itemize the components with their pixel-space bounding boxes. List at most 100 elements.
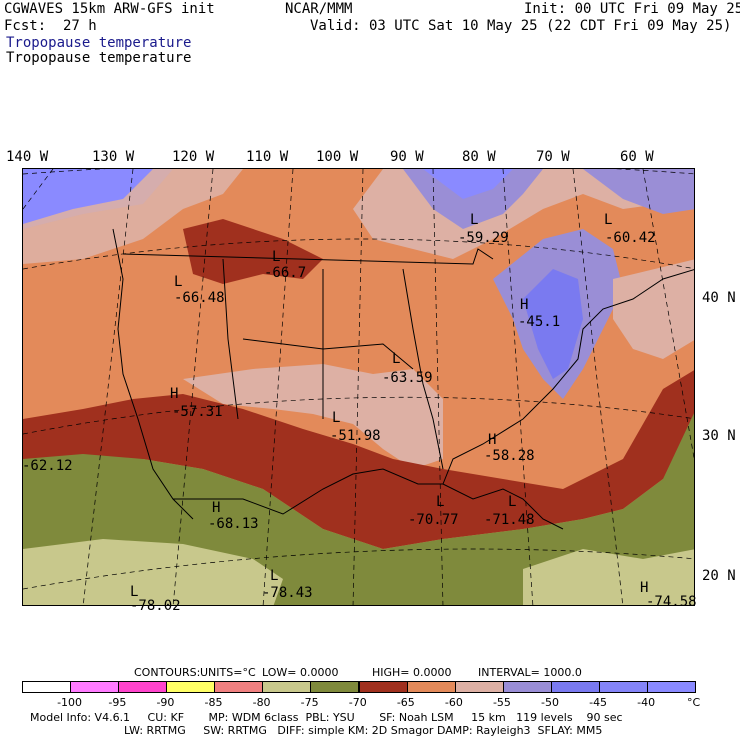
lon-label: 100 W <box>316 149 359 165</box>
model-info-line: Model Info: V4.6.1 CU: KF MP: WDM 6class… <box>30 711 623 724</box>
colorbar-tick-label: -80 <box>252 696 271 709</box>
colorbar-swatch <box>262 681 312 693</box>
colorbar-tick-label: -75 <box>300 696 319 709</box>
low-marker-letter: L <box>436 494 445 510</box>
forecast-hour: 27 h <box>63 18 97 34</box>
field-minus-50-north <box>403 169 543 229</box>
low-marker-value: -60.42 <box>605 230 656 246</box>
contours-high: HIGH= 0.0000 <box>372 666 452 679</box>
colorbar-swatch <box>550 681 600 693</box>
high-marker-value: -58.28 <box>484 448 535 464</box>
colorbar-swatch <box>646 681 696 693</box>
physics-info-line: LW: RRTMG SW: RRTMG DIFF: simple KM: 2D … <box>124 724 603 737</box>
high-marker-value: -68.13 <box>208 516 259 532</box>
field-minus-45-east <box>523 269 583 379</box>
contours-interval: INTERVAL= 1000.0 <box>478 666 582 679</box>
field-minus-75-sw <box>23 539 283 605</box>
low-marker-letter: L <box>272 249 281 265</box>
lat-label: 30 N <box>702 428 736 444</box>
lon-label: 60 W <box>620 149 654 165</box>
low-marker-letter: L <box>470 212 479 228</box>
colorbar-tick-label: -40 <box>637 696 656 709</box>
colorbar-tick-label: -45 <box>589 696 608 709</box>
low-marker-value: -71.48 <box>484 512 535 528</box>
colorbar-tick-label: -95 <box>108 696 127 709</box>
colorbar-unit: °C <box>687 696 701 709</box>
lat-label: 20 N <box>702 568 736 584</box>
colorbar-swatch <box>310 681 360 693</box>
colorbar-swatch <box>454 681 504 693</box>
low-marker-value: -51.98 <box>330 428 381 444</box>
low-marker-letter: L <box>174 274 183 290</box>
edge-value: -62.12 <box>22 458 73 474</box>
lat-label: 40 N <box>702 290 736 306</box>
lon-label: 80 W <box>462 149 496 165</box>
colorbar-swatch <box>22 681 72 693</box>
colorbar-tick-label: -60 <box>444 696 463 709</box>
high-marker-letter: H <box>170 386 179 402</box>
model-title: CGWAVES 15km ARW-GFS init <box>4 1 215 17</box>
colorbar-swatch <box>598 681 648 693</box>
org-label: NCAR/MMM <box>285 1 353 17</box>
map-field-svg <box>23 169 694 605</box>
lon-label: 140 W <box>6 149 49 165</box>
high-marker-value: -74.58 <box>646 594 697 610</box>
lon-label: 130 W <box>92 149 135 165</box>
field-title-secondary: Tropopause temperature <box>6 50 192 66</box>
high-marker-value: -57.31 <box>172 404 223 420</box>
colorbar-tick-label: -90 <box>156 696 175 709</box>
init-time: Init: 00 UTC Fri 09 May 25 <box>524 1 740 17</box>
low-marker-value: -63.59 <box>382 370 433 386</box>
low-marker-value: -70.77 <box>408 512 459 528</box>
colorbar-tick-label: -55 <box>492 696 511 709</box>
colorbar-tick-label: -85 <box>204 696 223 709</box>
colorbar-swatch <box>118 681 168 693</box>
field-minus-40-north <box>423 169 513 199</box>
graticule <box>23 169 694 605</box>
political-boundaries <box>112 228 694 530</box>
contours-label: CONTOURS: <box>134 666 201 679</box>
low-marker-value: -59.29 <box>458 230 509 246</box>
low-marker-letter: L <box>604 212 613 228</box>
colorbar-tick-label: -50 <box>541 696 559 709</box>
lon-label: 120 W <box>172 149 215 165</box>
colorbar-tick-label: -100 <box>57 696 83 709</box>
colorbar-swatch <box>502 681 552 693</box>
low-marker-value: -66.7 <box>264 265 307 281</box>
field-minus-55-atlantic <box>613 259 694 359</box>
high-marker-letter: H <box>488 432 497 448</box>
field-minus-65-north <box>183 219 323 284</box>
low-marker-letter: L <box>130 584 139 600</box>
low-marker-letter: L <box>508 494 517 510</box>
lon-label: 90 W <box>390 149 424 165</box>
colorbar-tick-label: -70 <box>348 696 367 709</box>
contours-low: LOW= 0.0000 <box>262 666 339 679</box>
colorbar-tick-label: -65 <box>396 696 415 709</box>
high-marker-letter: H <box>212 500 221 516</box>
low-marker-letter: L <box>392 351 401 367</box>
high-marker-value: -45.1 <box>518 314 561 330</box>
low-marker-value: -66.48 <box>174 290 225 306</box>
contours-units: UNITS=°C <box>200 666 256 679</box>
colorbar-swatch <box>70 681 120 693</box>
field-title-primary: Tropopause temperature <box>6 35 192 51</box>
lon-label: 70 W <box>536 149 570 165</box>
high-marker-letter: H <box>640 580 649 596</box>
field-minus-50-ne <box>583 169 694 214</box>
colorbar-swatch <box>166 681 216 693</box>
field-minus-40-corner <box>23 169 153 224</box>
field-minus-55-central <box>183 364 443 469</box>
high-marker-letter: H <box>520 297 529 313</box>
field-minus-75-se <box>523 549 694 605</box>
low-marker-letter: L <box>270 568 279 584</box>
tropopause-temperature-map <box>22 168 695 606</box>
forecast-label: Fcst: <box>4 18 47 34</box>
low-marker-value: -78.02 <box>130 598 181 614</box>
colorbar-swatch <box>214 681 264 693</box>
colorbar-swatch <box>406 681 456 693</box>
low-marker-letter: L <box>332 410 341 426</box>
low-marker-value: -78.43 <box>262 585 313 601</box>
valid-time: Valid: 03 UTC Sat 10 May 25 (22 CDT Fri … <box>310 18 732 34</box>
lon-label: 110 W <box>246 149 289 165</box>
colorbar-swatch <box>358 681 408 693</box>
